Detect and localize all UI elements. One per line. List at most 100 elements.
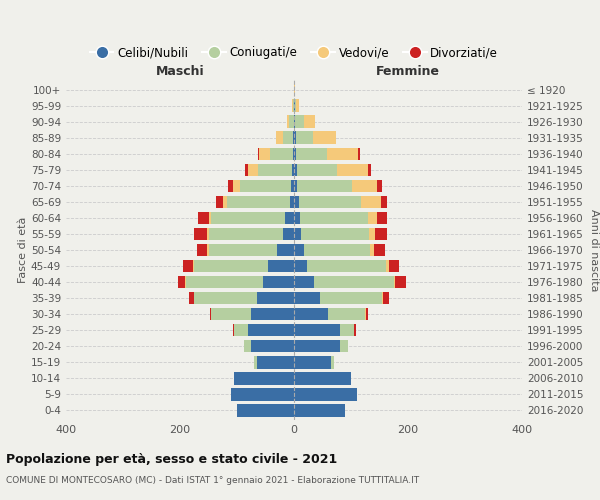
Bar xyxy=(294,196,299,208)
Bar xyxy=(257,292,294,304)
Bar xyxy=(251,308,294,320)
Bar xyxy=(294,212,300,224)
Bar xyxy=(300,212,368,224)
Bar xyxy=(183,260,193,272)
Bar xyxy=(295,100,296,112)
Bar xyxy=(375,228,388,240)
Bar xyxy=(289,116,294,128)
Bar xyxy=(368,212,377,224)
Bar xyxy=(268,260,294,272)
Bar xyxy=(381,196,387,208)
Bar xyxy=(369,228,375,240)
Bar xyxy=(292,164,294,176)
Bar xyxy=(244,340,251,352)
Bar xyxy=(248,164,258,176)
Bar xyxy=(254,356,257,368)
Bar xyxy=(294,260,307,272)
Bar xyxy=(352,180,377,192)
Bar xyxy=(270,148,293,160)
Bar xyxy=(368,164,371,176)
Bar xyxy=(370,244,374,256)
Bar xyxy=(294,116,295,128)
Bar xyxy=(233,324,234,336)
Bar xyxy=(296,100,299,112)
Bar xyxy=(257,148,259,160)
Bar xyxy=(294,244,304,256)
Bar xyxy=(197,244,207,256)
Bar xyxy=(294,276,314,288)
Bar xyxy=(234,372,294,384)
Bar xyxy=(299,196,361,208)
Bar xyxy=(259,148,270,160)
Bar xyxy=(293,148,294,160)
Bar xyxy=(193,260,194,272)
Bar xyxy=(286,212,294,224)
Bar xyxy=(294,372,351,384)
Bar xyxy=(189,292,194,304)
Bar xyxy=(374,244,385,256)
Bar xyxy=(234,324,248,336)
Bar xyxy=(294,228,301,240)
Bar xyxy=(291,180,294,192)
Bar xyxy=(294,148,296,160)
Bar xyxy=(216,196,223,208)
Bar xyxy=(209,228,283,240)
Bar xyxy=(293,100,294,112)
Y-axis label: Fasce di età: Fasce di età xyxy=(18,217,28,283)
Bar xyxy=(294,180,298,192)
Bar xyxy=(240,180,291,192)
Bar xyxy=(287,116,289,128)
Bar xyxy=(194,292,257,304)
Bar xyxy=(294,388,356,400)
Bar xyxy=(358,148,359,160)
Text: Femmine: Femmine xyxy=(376,64,440,78)
Bar xyxy=(207,244,209,256)
Bar xyxy=(313,132,335,144)
Bar xyxy=(331,356,334,368)
Bar xyxy=(294,164,297,176)
Legend: Celibi/Nubili, Coniugati/e, Vedovi/e, Divorziati/e: Celibi/Nubili, Coniugati/e, Vedovi/e, Di… xyxy=(85,42,503,64)
Bar xyxy=(263,276,294,288)
Bar xyxy=(207,228,209,240)
Bar xyxy=(209,308,211,320)
Bar xyxy=(209,244,277,256)
Bar xyxy=(258,164,292,176)
Bar xyxy=(251,340,294,352)
Bar xyxy=(178,276,185,288)
Bar xyxy=(294,292,320,304)
Bar xyxy=(294,324,340,336)
Bar xyxy=(211,212,286,224)
Bar xyxy=(383,292,389,304)
Y-axis label: Anni di nascita: Anni di nascita xyxy=(589,209,599,291)
Bar xyxy=(283,132,293,144)
Bar xyxy=(237,404,294,416)
Bar xyxy=(395,276,406,288)
Bar xyxy=(355,324,356,336)
Bar xyxy=(290,196,294,208)
Bar xyxy=(389,260,400,272)
Bar xyxy=(298,180,352,192)
Bar xyxy=(211,308,251,320)
Bar xyxy=(320,292,382,304)
Bar xyxy=(186,276,263,288)
Bar xyxy=(340,340,348,352)
Bar xyxy=(377,212,387,224)
Bar xyxy=(295,116,304,128)
Bar xyxy=(257,356,294,368)
Bar xyxy=(294,340,340,352)
Text: COMUNE DI MONTECOSARO (MC) - Dati ISTAT 1° gennaio 2021 - Elaborazione TUTTITALI: COMUNE DI MONTECOSARO (MC) - Dati ISTAT … xyxy=(6,476,419,485)
Bar xyxy=(194,260,268,272)
Bar xyxy=(233,180,240,192)
Bar xyxy=(209,212,211,224)
Bar xyxy=(223,196,227,208)
Bar xyxy=(227,196,290,208)
Bar xyxy=(394,276,395,288)
Bar xyxy=(304,116,315,128)
Bar xyxy=(301,228,369,240)
Bar xyxy=(229,180,233,192)
Bar xyxy=(294,404,346,416)
Bar xyxy=(297,164,337,176)
Text: Popolazione per età, sesso e stato civile - 2021: Popolazione per età, sesso e stato civil… xyxy=(6,452,337,466)
Bar xyxy=(296,148,327,160)
Bar xyxy=(361,196,381,208)
